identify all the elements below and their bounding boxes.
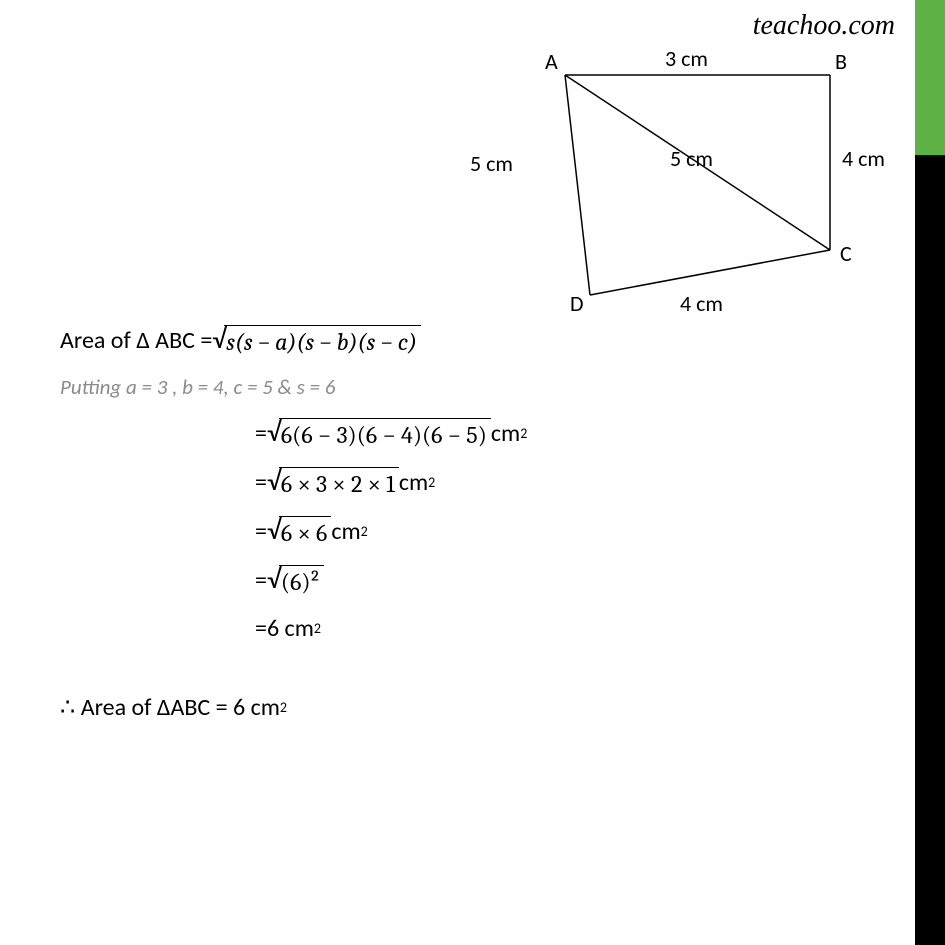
- quadrilateral-diagram: A B C D 3 cm 4 cm 5 cm 5 cm 4 cm: [470, 40, 900, 320]
- sqrt-step4: √ (6)²: [267, 565, 324, 596]
- watermark-text: teachoo.com: [753, 10, 895, 42]
- step2-sup: 2: [428, 474, 435, 491]
- step-prefix: =: [255, 517, 267, 546]
- step5-plain: 6 cm: [267, 614, 314, 643]
- step2-radicand: 6 × 3 × 2 × 1: [279, 467, 399, 498]
- edge-dc-label: 4 cm: [680, 290, 723, 317]
- edge-bc-label: 4 cm: [842, 145, 885, 172]
- step3-sup: 2: [361, 523, 368, 540]
- sqrt-heron: √ s(s − a)(s − b)(s − c): [212, 325, 421, 356]
- formula-line: Area of Δ ABC = √ s(s − a)(s − b)(s − c): [60, 325, 860, 356]
- conclusion-sup: 2: [280, 699, 287, 716]
- step3-radicand: 6 × 6: [279, 516, 331, 547]
- step-prefix: =: [255, 614, 267, 643]
- step4-radicand: (6)²: [279, 565, 324, 596]
- edge-ad-label: 5 cm: [470, 150, 513, 177]
- step-prefix: =: [255, 468, 267, 497]
- step1-suffix: cm: [491, 419, 520, 448]
- step5-sup: 2: [314, 620, 321, 637]
- step2-suffix: cm: [399, 468, 428, 497]
- edge-cd: [590, 250, 830, 295]
- sidebar-green-stripe: [915, 0, 945, 155]
- vertex-c-label: C: [840, 240, 852, 267]
- math-content: Area of Δ ABC = √ s(s − a)(s − b)(s − c)…: [60, 325, 860, 740]
- sqrt-step2: √ 6 × 3 × 2 × 1: [267, 467, 399, 498]
- diagram-svg: [470, 40, 900, 330]
- edge-ab-label: 3 cm: [665, 45, 708, 72]
- step-prefix: =: [255, 566, 267, 595]
- sqrt-step1: √ 6(6 − 3)(6 − 4)(6 − 5): [267, 418, 491, 449]
- edge-ac-label: 5 cm: [670, 145, 713, 172]
- substitution-line: Putting a = 3 , b = 4, c = 5 & s = 6: [60, 374, 860, 400]
- step-4: = √ (6)²: [255, 565, 860, 596]
- step1-sup: 2: [520, 425, 527, 442]
- conclusion-line: ∴ Area of ΔABC = 6 cm2: [60, 693, 860, 722]
- step-5: = 6 cm2: [255, 614, 860, 643]
- heron-radicand: s(s − a)(s − b)(s − c): [224, 325, 421, 356]
- step-prefix: =: [255, 419, 267, 448]
- step-1: = √ 6(6 − 3)(6 − 4)(6 − 5) cm2: [255, 418, 860, 449]
- vertex-b-label: B: [835, 48, 847, 75]
- sqrt-step3: √ 6 × 6: [267, 516, 331, 547]
- vertex-d-label: D: [570, 290, 584, 317]
- vertex-a-label: A: [545, 48, 558, 75]
- step-2: = √ 6 × 3 × 2 × 1 cm2: [255, 467, 860, 498]
- step3-suffix: cm: [331, 517, 360, 546]
- step1-radicand: 6(6 − 3)(6 − 4)(6 − 5): [279, 418, 491, 449]
- edge-da: [565, 75, 590, 295]
- conclusion-text: ∴ Area of ΔABC = 6 cm: [60, 693, 280, 722]
- step-3: = √ 6 × 6 cm2: [255, 516, 860, 547]
- formula-intro: Area of Δ ABC =: [60, 326, 212, 355]
- sidebar-black-stripe: [915, 155, 945, 945]
